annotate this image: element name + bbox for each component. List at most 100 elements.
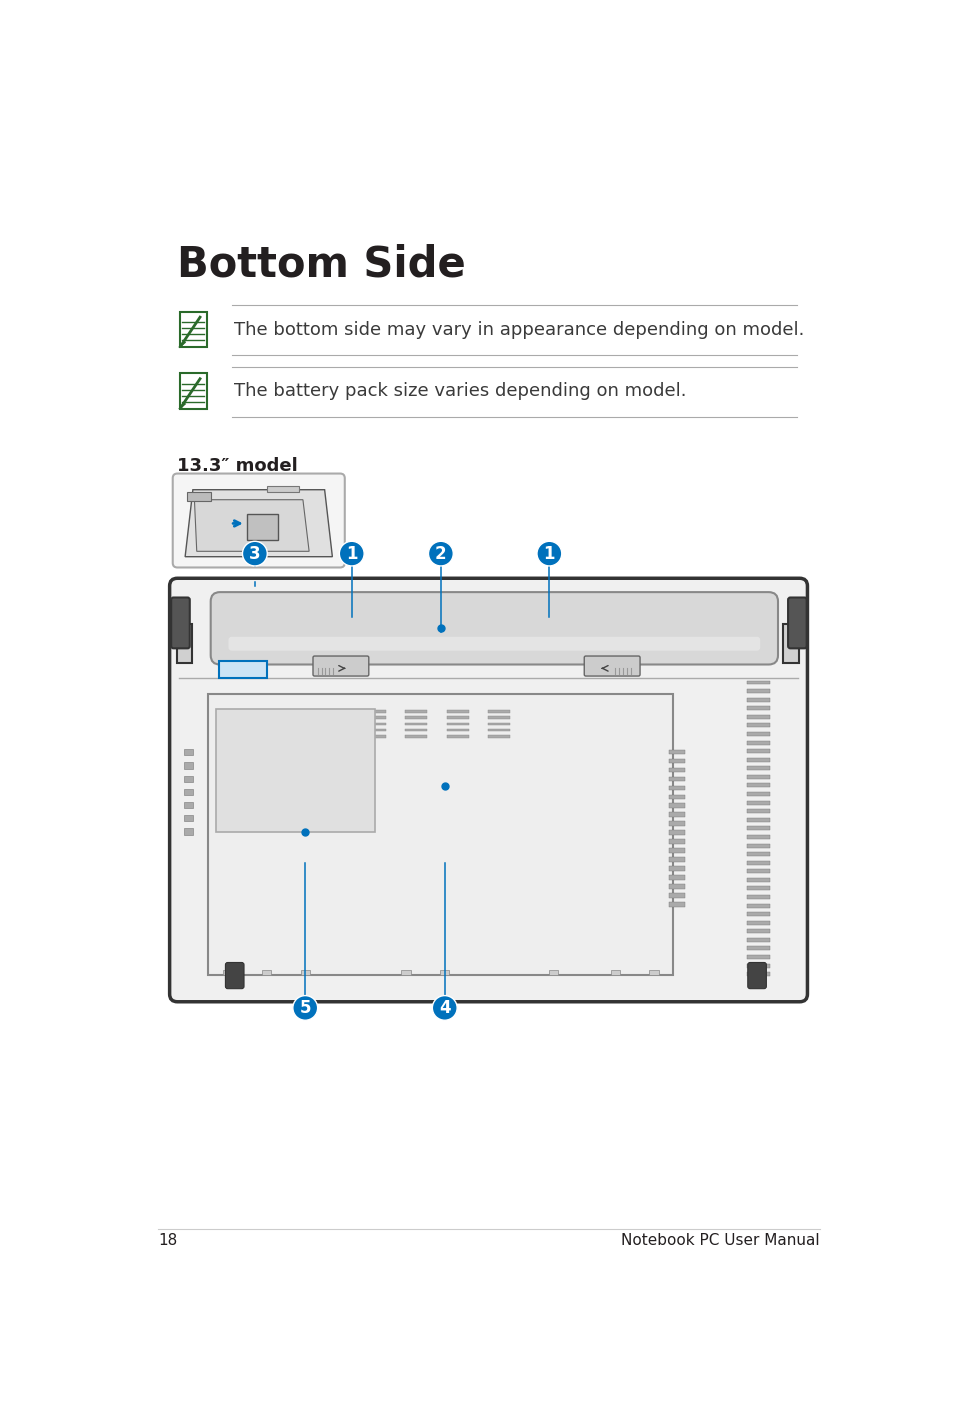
FancyBboxPatch shape [746, 861, 769, 865]
FancyBboxPatch shape [669, 794, 684, 798]
FancyBboxPatch shape [787, 597, 806, 648]
Text: 3: 3 [249, 545, 260, 563]
Text: 2: 2 [435, 545, 446, 563]
FancyBboxPatch shape [746, 706, 769, 710]
FancyBboxPatch shape [746, 903, 769, 908]
FancyBboxPatch shape [782, 624, 798, 664]
FancyBboxPatch shape [746, 784, 769, 787]
FancyBboxPatch shape [746, 698, 769, 702]
Circle shape [432, 995, 456, 1020]
FancyBboxPatch shape [439, 970, 449, 974]
Text: Notebook PC User Manual: Notebook PC User Manual [620, 1234, 819, 1248]
FancyBboxPatch shape [363, 723, 385, 726]
FancyBboxPatch shape [746, 827, 769, 831]
FancyBboxPatch shape [363, 735, 385, 737]
Text: Bottom Side: Bottom Side [177, 244, 466, 285]
Circle shape [537, 542, 561, 566]
FancyBboxPatch shape [669, 875, 684, 879]
FancyBboxPatch shape [746, 681, 769, 685]
Text: 1: 1 [543, 545, 555, 563]
FancyBboxPatch shape [405, 710, 427, 713]
Text: 1: 1 [346, 545, 357, 563]
FancyBboxPatch shape [488, 723, 510, 726]
FancyBboxPatch shape [171, 597, 190, 648]
FancyBboxPatch shape [183, 776, 193, 781]
Text: 4: 4 [438, 998, 450, 1017]
FancyBboxPatch shape [746, 801, 769, 804]
Circle shape [428, 542, 453, 566]
FancyBboxPatch shape [446, 735, 468, 737]
FancyBboxPatch shape [746, 774, 769, 778]
FancyBboxPatch shape [183, 788, 193, 795]
Circle shape [293, 995, 317, 1020]
FancyBboxPatch shape [610, 970, 619, 974]
FancyBboxPatch shape [267, 486, 299, 492]
FancyBboxPatch shape [179, 373, 207, 408]
FancyBboxPatch shape [300, 970, 310, 974]
Text: 13.3″ model: 13.3″ model [177, 457, 297, 475]
FancyBboxPatch shape [401, 970, 410, 974]
FancyBboxPatch shape [669, 858, 684, 862]
Polygon shape [194, 499, 309, 552]
Text: 5: 5 [299, 998, 311, 1017]
FancyBboxPatch shape [223, 970, 233, 974]
FancyBboxPatch shape [211, 593, 778, 665]
FancyBboxPatch shape [669, 866, 684, 871]
FancyBboxPatch shape [183, 828, 193, 835]
Circle shape [339, 542, 364, 566]
FancyBboxPatch shape [746, 869, 769, 873]
FancyBboxPatch shape [746, 766, 769, 770]
FancyBboxPatch shape [405, 735, 427, 737]
FancyBboxPatch shape [183, 763, 193, 769]
FancyBboxPatch shape [669, 777, 684, 781]
FancyBboxPatch shape [746, 920, 769, 925]
FancyBboxPatch shape [746, 964, 769, 967]
FancyBboxPatch shape [446, 729, 468, 732]
FancyBboxPatch shape [183, 803, 193, 808]
FancyBboxPatch shape [669, 786, 684, 790]
FancyBboxPatch shape [746, 810, 769, 813]
FancyBboxPatch shape [747, 963, 765, 988]
FancyBboxPatch shape [746, 723, 769, 727]
Text: 18: 18 [158, 1234, 177, 1248]
FancyBboxPatch shape [746, 852, 769, 856]
FancyBboxPatch shape [649, 970, 658, 974]
FancyBboxPatch shape [669, 885, 684, 889]
FancyBboxPatch shape [488, 716, 510, 719]
FancyBboxPatch shape [746, 844, 769, 848]
FancyBboxPatch shape [446, 723, 468, 726]
FancyBboxPatch shape [225, 963, 244, 988]
FancyBboxPatch shape [746, 715, 769, 719]
FancyBboxPatch shape [488, 710, 510, 713]
FancyBboxPatch shape [746, 689, 769, 693]
FancyBboxPatch shape [669, 821, 684, 825]
FancyBboxPatch shape [405, 729, 427, 732]
FancyBboxPatch shape [583, 657, 639, 676]
FancyBboxPatch shape [405, 716, 427, 719]
FancyBboxPatch shape [746, 757, 769, 761]
FancyBboxPatch shape [746, 886, 769, 891]
FancyBboxPatch shape [488, 729, 510, 732]
FancyBboxPatch shape [446, 710, 468, 713]
FancyBboxPatch shape [746, 793, 769, 795]
FancyBboxPatch shape [176, 624, 192, 664]
FancyBboxPatch shape [183, 749, 193, 756]
Circle shape [242, 542, 267, 566]
FancyBboxPatch shape [746, 835, 769, 839]
FancyBboxPatch shape [746, 973, 769, 976]
FancyBboxPatch shape [229, 637, 760, 651]
FancyBboxPatch shape [746, 740, 769, 744]
FancyBboxPatch shape [746, 732, 769, 736]
FancyBboxPatch shape [669, 893, 684, 898]
FancyBboxPatch shape [548, 970, 558, 974]
FancyBboxPatch shape [405, 723, 427, 726]
FancyBboxPatch shape [669, 831, 684, 835]
FancyBboxPatch shape [746, 878, 769, 882]
FancyBboxPatch shape [363, 716, 385, 719]
FancyBboxPatch shape [172, 474, 344, 567]
Text: The battery pack size varies depending on model.: The battery pack size varies depending o… [233, 381, 686, 400]
Polygon shape [185, 489, 332, 557]
FancyBboxPatch shape [179, 312, 207, 347]
FancyBboxPatch shape [488, 735, 510, 737]
FancyBboxPatch shape [446, 716, 468, 719]
